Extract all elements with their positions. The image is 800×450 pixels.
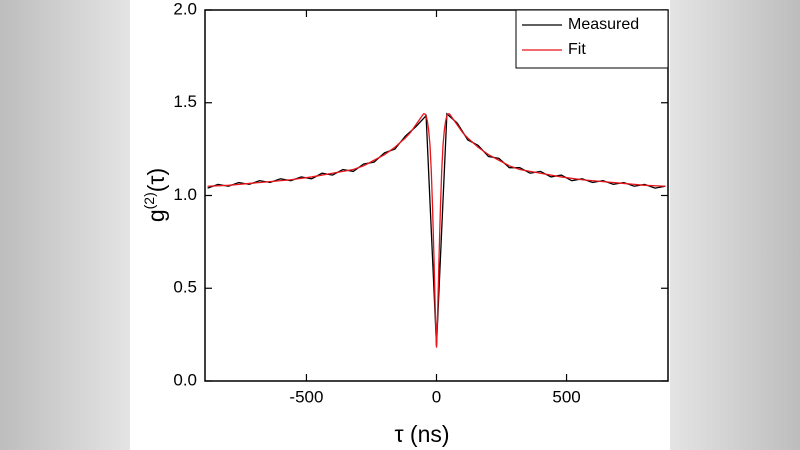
y-label-rest: (τ) (143, 168, 169, 192)
y-tick-label: 0.0 (173, 370, 197, 389)
y-tick-label: 1.5 (173, 92, 197, 111)
x-tick-label: 0 (432, 387, 441, 406)
series-line (207, 113, 666, 348)
plot-frame (204, 9, 669, 382)
y-tick-label: 0.5 (173, 278, 197, 297)
y-tick-label: 2.0 (173, 0, 197, 18)
background-left (0, 0, 130, 450)
y-label-sup: (2) (141, 192, 157, 209)
x-tick-label: -500 (289, 387, 323, 406)
y-tick-label: 1.0 (173, 185, 197, 204)
y-label-base: g (143, 209, 169, 222)
x-axis-label: τ (ns) (394, 421, 449, 447)
figure-panel (130, 0, 670, 450)
y-axis-label: g(2)(τ) (141, 168, 169, 222)
legend-label: Measured (568, 16, 639, 33)
background-right (670, 0, 800, 450)
legend-label: Fit (568, 41, 586, 58)
legend-box (515, 9, 669, 69)
x-tick-label: 500 (552, 387, 580, 406)
